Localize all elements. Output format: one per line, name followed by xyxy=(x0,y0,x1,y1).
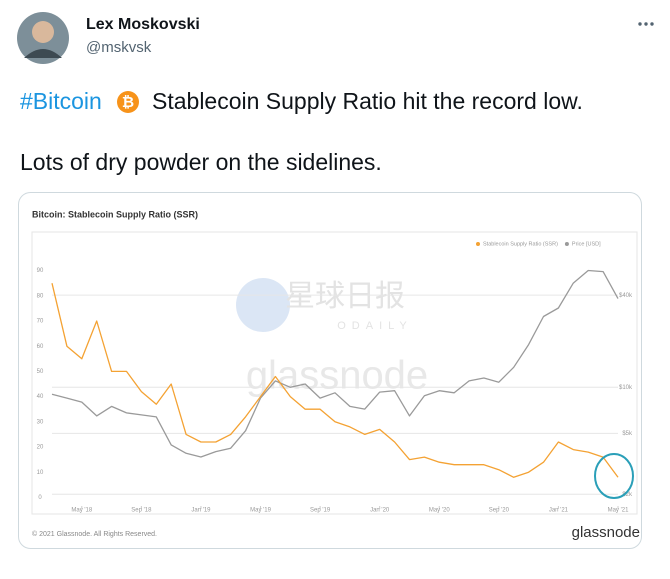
highlight-circle xyxy=(594,453,634,499)
brand: glassnode xyxy=(572,524,640,541)
legend-label: Price [USD] xyxy=(572,241,601,247)
tweet-text: Stablecoin Supply Ratio hit the record l… xyxy=(152,88,583,114)
avatar-body xyxy=(24,49,62,58)
x-tick-label: Jan '20 xyxy=(370,508,390,514)
y-tick-label: 30 xyxy=(37,419,44,425)
y-tick-label: 60 xyxy=(37,344,44,350)
y-tick-label: 20 xyxy=(37,445,44,451)
series-line xyxy=(51,283,619,478)
y2-tick-label: $40k xyxy=(619,293,633,299)
watermark: glassnode xyxy=(246,354,428,398)
more-menu[interactable] xyxy=(638,22,654,26)
tweet-text: Lots of dry powder on the sidelines. xyxy=(20,149,382,175)
watermark: ODAILY xyxy=(337,320,413,332)
y-tick-label: 70 xyxy=(37,319,44,325)
y2-tick-label: $5k xyxy=(622,431,633,437)
bitcoin-emoji: ₿ xyxy=(117,91,139,113)
y-tick-label: 90 xyxy=(37,268,44,274)
y2-tick-label: $10k xyxy=(619,385,633,391)
y-tick-label: 40 xyxy=(37,394,44,400)
y-tick-label: 10 xyxy=(37,470,44,476)
watermark: 星球日报 xyxy=(285,280,405,313)
x-tick-label: May '19 xyxy=(250,508,271,514)
x-tick-label: Sep '18 xyxy=(131,508,152,514)
chart-title: Bitcoin: Stablecoin Supply Ratio (SSR) xyxy=(32,209,198,219)
y2-tick-label: $2k xyxy=(622,492,633,498)
avatar-face xyxy=(32,21,54,43)
copyright: © 2021 Glassnode. All Rights Reserved. xyxy=(32,530,157,538)
x-tick-label: Jan '21 xyxy=(549,508,569,514)
legend-swatch xyxy=(476,242,480,246)
svg-text:₿: ₿ xyxy=(122,94,134,111)
legend-swatch xyxy=(564,242,569,246)
hashtag[interactable]: #Bitcoin xyxy=(20,88,102,114)
author-name[interactable]: Lex Moskovski xyxy=(86,16,200,33)
x-tick-label: May '20 xyxy=(429,508,450,514)
x-tick-label: Sep '20 xyxy=(489,508,510,514)
x-tick-label: Jan '19 xyxy=(191,508,211,514)
x-tick-label: May '18 xyxy=(71,508,92,514)
author-handle[interactable]: @mskvsk xyxy=(86,39,152,56)
y-tick-label: 80 xyxy=(37,293,44,299)
legend-label: Stablecoin Supply Ratio (SSR) xyxy=(483,241,558,247)
watermark-logo xyxy=(236,278,290,332)
x-tick-label: Sep '19 xyxy=(310,508,331,514)
y-tick-label: 0 xyxy=(38,495,42,501)
series-line xyxy=(51,269,619,458)
y-tick-label: 50 xyxy=(37,369,44,375)
x-tick-label: May '21 xyxy=(608,508,629,514)
